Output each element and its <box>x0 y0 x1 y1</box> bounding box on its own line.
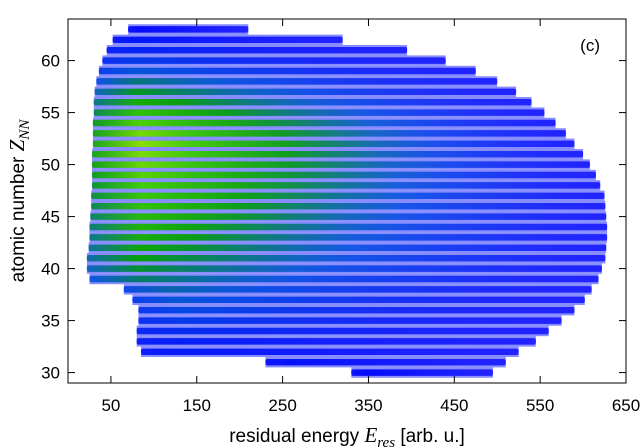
band-ridge <box>136 327 549 335</box>
y-axis-label: atomic number ZNN <box>5 119 33 283</box>
band-ridge <box>96 78 498 85</box>
band-ridge <box>93 109 545 116</box>
band-ridge <box>98 67 476 75</box>
band-ridge <box>92 161 590 168</box>
band-ridge <box>88 244 607 252</box>
x-tick-label: 150 <box>183 396 211 415</box>
band-ridge <box>92 140 575 148</box>
x-tick-label: 50 <box>101 396 120 415</box>
x-axis-label: residual energy Eres [arb. u.] <box>229 423 465 448</box>
y-tick-label: 50 <box>41 156 60 175</box>
band-ridge <box>92 119 556 127</box>
band-ridge <box>265 358 506 366</box>
band-ridge <box>92 130 566 137</box>
band-ridge <box>92 150 584 158</box>
band-ridge <box>89 234 608 241</box>
y-tick-label: 45 <box>41 208 60 227</box>
band-ridge <box>93 98 532 106</box>
y-tick-label: 60 <box>41 52 60 71</box>
panel-label: (c) <box>580 36 600 55</box>
band-ridge <box>138 306 575 314</box>
x-axis-label-prefix: residual energy <box>229 426 364 447</box>
band-ridge <box>89 275 599 283</box>
y-tick-label: 55 <box>41 104 60 123</box>
y-ticks: 30 35 40 45 50 55 60 <box>41 52 626 383</box>
x-tick-label: 350 <box>354 396 382 415</box>
x-tick-label: 450 <box>440 396 468 415</box>
band-ridge <box>90 213 607 220</box>
band-ridge <box>112 36 343 44</box>
band-ridge <box>132 296 585 304</box>
y-tick-label: 35 <box>41 312 60 331</box>
data-bands <box>86 24 608 378</box>
y-axis-label-prefix: atomic number <box>8 151 29 282</box>
y-axis-label-symbol: Z <box>5 139 29 151</box>
x-axis-label-suffix: [arb. u.] <box>395 426 465 447</box>
band-ridge <box>94 88 517 96</box>
band-ridge <box>140 348 519 356</box>
y-tick-label: 40 <box>41 260 60 279</box>
x-tick-label: 650 <box>612 396 640 415</box>
x-axis-label-subscript: res <box>377 435 395 448</box>
band-ridge <box>128 26 249 33</box>
band-ridge <box>91 202 606 210</box>
y-tick-label: 30 <box>41 364 60 383</box>
band-ridge <box>351 369 493 376</box>
band-ridge <box>86 254 606 262</box>
band-ridge <box>91 192 605 200</box>
band-ridge <box>89 223 608 231</box>
band-ridge <box>106 46 408 54</box>
band-ridge <box>92 182 601 189</box>
y-axis-label-subscript: NN <box>17 119 33 141</box>
band-ridge <box>136 338 536 345</box>
band-ridge <box>92 171 596 179</box>
band-ridge <box>86 265 602 272</box>
x-ticks: 50 150 250 350 450 550 650 <box>101 19 640 415</box>
band-ridge <box>102 57 446 64</box>
band-ridge <box>123 286 592 293</box>
x-axis-label-symbol: E <box>363 423 377 447</box>
band-ridge <box>138 317 562 324</box>
plot-frame <box>67 18 627 384</box>
x-tick-label: 250 <box>268 396 296 415</box>
x-tick-label: 550 <box>526 396 554 415</box>
